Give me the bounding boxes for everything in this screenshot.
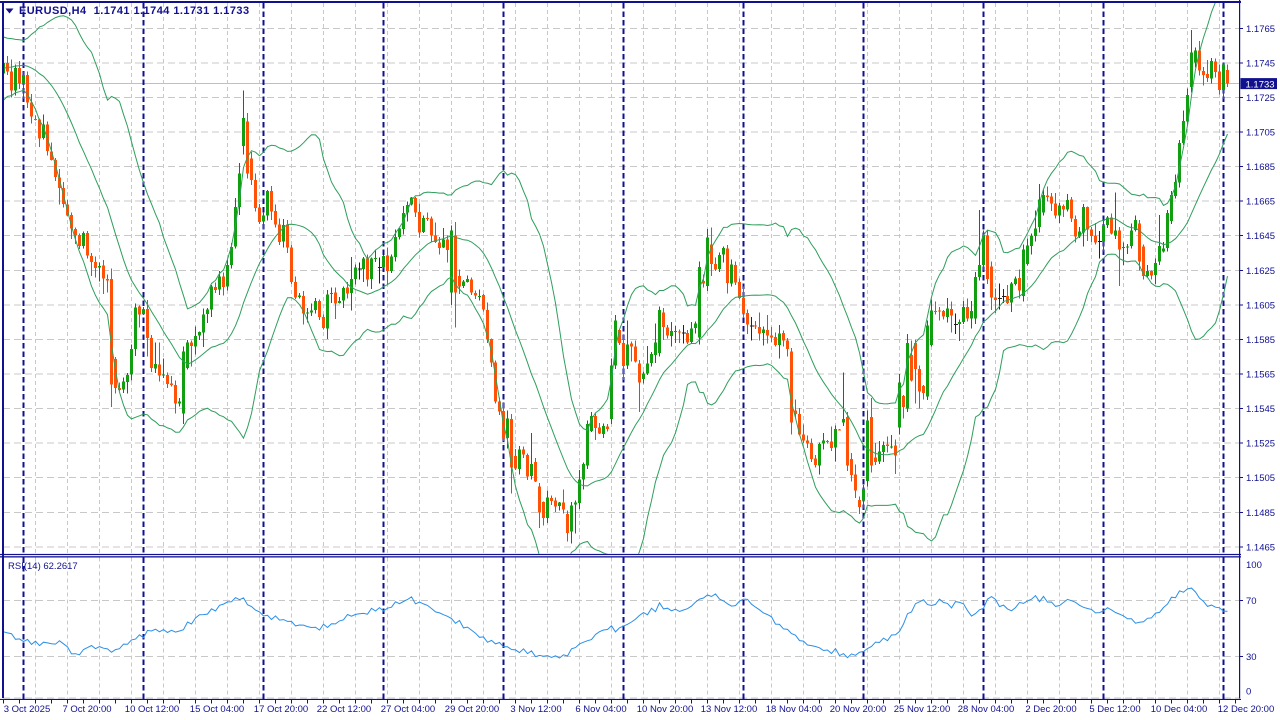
svg-text:1.1465: 1.1465 <box>1246 542 1275 553</box>
svg-text:1.1525: 1.1525 <box>1246 439 1275 450</box>
svg-text:10 Dec 04:00: 10 Dec 04:00 <box>1151 704 1208 715</box>
svg-text:1.1545: 1.1545 <box>1246 404 1275 415</box>
svg-text:1.1745: 1.1745 <box>1246 58 1275 69</box>
svg-text:30: 30 <box>1246 652 1257 663</box>
svg-text:1.1565: 1.1565 <box>1246 370 1275 381</box>
svg-text:28 Nov 04:00: 28 Nov 04:00 <box>958 704 1015 715</box>
svg-text:13 Nov 12:00: 13 Nov 12:00 <box>701 704 758 715</box>
svg-text:1.1505: 1.1505 <box>1246 473 1275 484</box>
svg-text:1.1733: 1.1733 <box>1246 79 1275 90</box>
svg-text:15 Oct 04:00: 15 Oct 04:00 <box>190 704 244 715</box>
svg-text:2 Dec 20:00: 2 Dec 20:00 <box>1025 704 1076 715</box>
svg-text:0: 0 <box>1246 687 1251 698</box>
svg-text:6 Nov 04:00: 6 Nov 04:00 <box>575 704 626 715</box>
svg-text:27 Oct 04:00: 27 Oct 04:00 <box>381 704 435 715</box>
svg-text:3 Nov 12:00: 3 Nov 12:00 <box>510 704 561 715</box>
svg-text:10 Oct 12:00: 10 Oct 12:00 <box>125 704 179 715</box>
svg-text:RSI(14) 62.2617: RSI(14) 62.2617 <box>8 561 78 572</box>
svg-text:29 Oct 20:00: 29 Oct 20:00 <box>445 704 499 715</box>
svg-text:1.1725: 1.1725 <box>1246 93 1275 104</box>
svg-text:17 Oct 20:00: 17 Oct 20:00 <box>254 704 308 715</box>
svg-text:1.1625: 1.1625 <box>1246 266 1275 277</box>
svg-text:1.1665: 1.1665 <box>1246 197 1275 208</box>
svg-text:22 Oct 12:00: 22 Oct 12:00 <box>317 704 371 715</box>
svg-text:EURUSD,H4 1.1741 1.1744 1.173: EURUSD,H4 1.1741 1.1744 1.1731 1.1733 <box>19 5 250 17</box>
svg-text:1.1485: 1.1485 <box>1246 508 1275 519</box>
svg-text:10 Nov 20:00: 10 Nov 20:00 <box>637 704 694 715</box>
svg-text:1.1705: 1.1705 <box>1246 128 1275 139</box>
svg-text:20 Nov 20:00: 20 Nov 20:00 <box>830 704 887 715</box>
svg-text:1.1685: 1.1685 <box>1246 162 1275 173</box>
svg-text:18 Nov 04:00: 18 Nov 04:00 <box>766 704 823 715</box>
svg-text:25 Nov 12:00: 25 Nov 12:00 <box>894 704 951 715</box>
svg-text:70: 70 <box>1246 596 1257 607</box>
svg-text:1.1645: 1.1645 <box>1246 231 1275 242</box>
svg-text:7 Oct 20:00: 7 Oct 20:00 <box>62 704 111 715</box>
svg-text:1.1585: 1.1585 <box>1246 335 1275 346</box>
svg-text:12 Dec 20:00: 12 Dec 20:00 <box>1218 704 1275 715</box>
svg-text:1.1765: 1.1765 <box>1246 24 1275 35</box>
svg-text:3 Oct 2025: 3 Oct 2025 <box>4 704 50 715</box>
svg-text:1.1605: 1.1605 <box>1246 300 1275 311</box>
svg-text:100: 100 <box>1246 560 1262 571</box>
svg-text:5 Dec 12:00: 5 Dec 12:00 <box>1089 704 1140 715</box>
